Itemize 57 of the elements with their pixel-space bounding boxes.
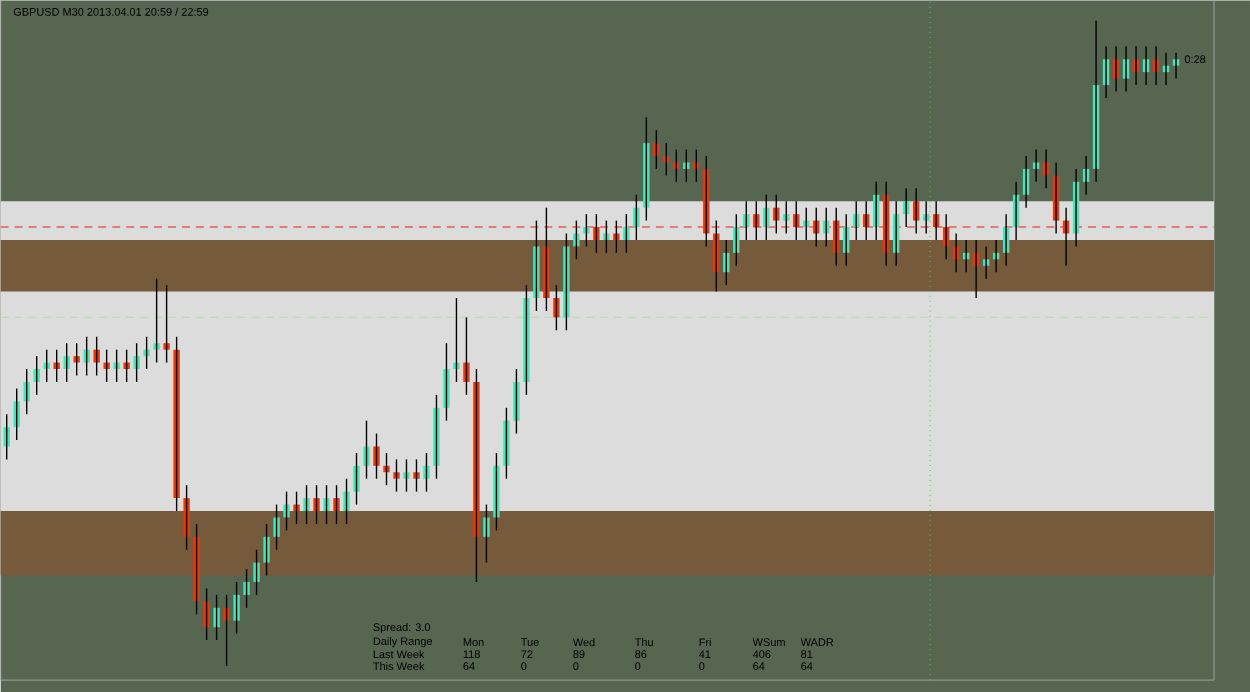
candlestick	[163, 284, 170, 364]
candlestick	[333, 484, 340, 525]
candlestick	[193, 523, 200, 615]
candlestick	[503, 407, 510, 480]
candlestick	[573, 219, 580, 260]
candlestick	[513, 368, 520, 435]
candlestick	[233, 581, 240, 635]
candlestick	[63, 342, 70, 383]
candlestick	[613, 219, 620, 254]
candlestick	[533, 219, 540, 312]
candlestick	[173, 336, 180, 512]
candlestick	[493, 452, 500, 532]
candlestick	[223, 594, 230, 667]
candlestick	[693, 148, 700, 183]
candlestick	[473, 368, 480, 583]
candlestick	[203, 587, 210, 641]
candlestick	[133, 342, 140, 383]
candlestick	[253, 549, 260, 596]
candlestick	[523, 284, 530, 396]
candlestick	[153, 277, 160, 364]
candlestick	[353, 452, 360, 506]
candlestick	[243, 568, 250, 609]
candlestick	[593, 213, 600, 254]
candlestick	[323, 484, 330, 525]
candlestick	[463, 316, 470, 396]
candlestick	[673, 148, 680, 183]
candlestick	[643, 116, 650, 222]
candlestick	[93, 336, 100, 377]
candlestick	[313, 484, 320, 525]
candlestick	[393, 458, 400, 493]
candlestick	[213, 594, 220, 641]
candlestick	[363, 419, 370, 480]
candlestick	[373, 432, 380, 480]
candlestick	[553, 284, 560, 331]
candlestick	[343, 478, 350, 525]
candlestick	[713, 219, 720, 293]
candlestick	[303, 484, 310, 525]
candlestick	[73, 342, 80, 377]
candlestick	[623, 213, 630, 254]
candlestick	[273, 503, 280, 551]
candlestick	[653, 129, 660, 170]
candlestick	[403, 458, 410, 493]
candlestick	[413, 458, 420, 493]
candlestick	[433, 394, 440, 480]
candlestick	[683, 148, 690, 183]
candlestick	[563, 232, 570, 331]
candlestick	[483, 503, 490, 564]
candlestick	[423, 452, 430, 493]
candlestick	[703, 155, 710, 248]
candlestick	[543, 206, 550, 312]
candlestick	[263, 523, 270, 577]
candlestick	[183, 484, 190, 551]
candlestick	[33, 355, 40, 396]
candlestick	[83, 336, 90, 377]
candlestick	[443, 342, 450, 422]
candlestick	[633, 194, 640, 241]
candlestick	[603, 219, 610, 254]
